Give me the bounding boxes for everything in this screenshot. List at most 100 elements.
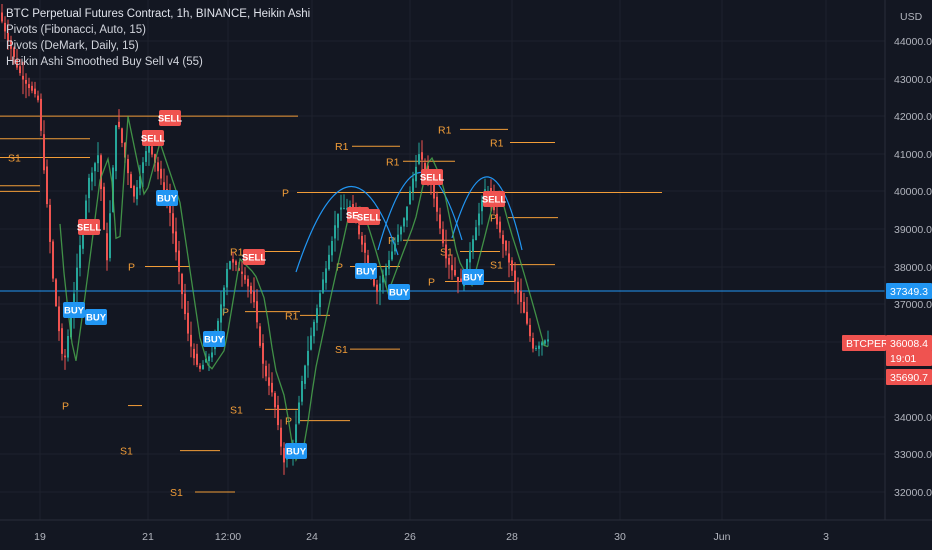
signal-label: BUY	[86, 313, 107, 324]
price-axis-bg	[885, 0, 932, 520]
price-tick: 43000.0	[894, 74, 932, 86]
candle-body	[259, 326, 261, 346]
candle-body	[538, 345, 540, 349]
buy-signal: BUY	[85, 309, 107, 325]
candle-body	[343, 208, 345, 210]
tag-box	[886, 335, 932, 351]
candle-body	[196, 353, 198, 365]
legend: BTC Perpetual Futures Contract, 1h, BINA…	[6, 6, 310, 70]
low-price-tag: 35690.7	[886, 369, 932, 385]
candle-body	[454, 269, 456, 276]
tag-box	[886, 369, 932, 385]
candle-body	[307, 350, 309, 366]
candle-body	[451, 265, 453, 271]
price-axis[interactable]: USD 44000.0 43000.0 42000.0 41000.0 40000.0 39…	[884, 0, 932, 520]
signal-box	[78, 219, 100, 235]
candle-body	[478, 213, 480, 226]
candle-body	[397, 234, 399, 242]
time-axis[interactable]: 19 21 12:00 24 26 28 30 Jun 3	[0, 519, 932, 550]
candle-body	[148, 144, 150, 153]
candle-body	[172, 213, 174, 234]
candle-body	[472, 239, 474, 252]
candle-body	[418, 154, 420, 164]
candle-body	[100, 155, 102, 190]
candle-body	[136, 187, 138, 200]
sell-signal: SELL	[158, 110, 182, 126]
pivot-label-r1: R1	[386, 156, 400, 168]
signal-label: BUY	[157, 194, 178, 205]
candle-body	[469, 250, 471, 263]
tag-box	[886, 282, 932, 299]
signal-box	[483, 191, 505, 207]
candle-body	[79, 245, 81, 268]
candle-body	[208, 356, 210, 362]
sell-signal: SELL	[420, 169, 444, 185]
candle-body	[517, 281, 519, 293]
candle-body	[61, 328, 63, 354]
candle-body	[532, 338, 534, 349]
candle-body	[58, 306, 60, 332]
buy-signal: BUY	[355, 263, 377, 279]
candle-body	[310, 335, 312, 350]
candles	[1, 4, 549, 475]
candle-body	[28, 84, 30, 89]
pivot-label-s1: S1	[490, 260, 503, 272]
candle-body	[280, 427, 282, 447]
candle-body	[271, 382, 273, 393]
candle-body	[481, 200, 483, 212]
smoothed-line	[59, 116, 549, 462]
countdown-tag: 19:01	[886, 350, 932, 366]
candle-body	[250, 285, 252, 294]
price-tick: 32000.0	[894, 487, 932, 499]
candle-body	[334, 225, 336, 239]
time-tick: 12:00	[215, 531, 241, 543]
price-axis-currency: USD	[900, 11, 923, 23]
pivot-label-r1: R1	[335, 141, 349, 153]
buy-signal: BUY	[285, 443, 307, 459]
candle-body	[298, 402, 300, 424]
arc-pattern	[451, 176, 523, 251]
candle-body	[547, 339, 549, 342]
signal-box	[156, 190, 178, 206]
time-tick: 30	[614, 531, 626, 543]
price-tick: 39000.0	[894, 224, 932, 236]
candle-body	[523, 301, 525, 313]
candle-body	[97, 155, 99, 164]
legend-symbol[interactable]: BTC Perpetual Futures Contract, 1h, BINA…	[6, 8, 311, 20]
candle-body	[301, 380, 303, 402]
legend-indicator-demark-pivots[interactable]: Pivots (DeMark, Daily, 15)	[6, 40, 139, 52]
candle-body	[187, 312, 189, 334]
candle-body	[133, 185, 135, 197]
pivot-label-p: P	[490, 213, 497, 225]
time-axis-bg	[0, 520, 932, 550]
tag-text: 35690.7	[890, 372, 928, 384]
candle-body	[325, 268, 327, 283]
tag-text: BTCPERP	[846, 338, 896, 350]
candle-body	[400, 227, 402, 235]
candle-body	[544, 340, 546, 344]
legend-indicator-ha-buy-sell[interactable]: Heikin Ashi Smoothed Buy Sell v4 (55)	[6, 56, 203, 68]
candle-body	[7, 32, 9, 42]
pattern-arcs	[295, 171, 523, 273]
legend-indicator-fib-pivots[interactable]: Pivots (Fibonacci, Auto, 15)	[6, 24, 146, 36]
candle-body	[316, 308, 318, 323]
tag-box	[842, 335, 886, 351]
time-tick: 24	[306, 531, 318, 543]
buy-signal: BUY	[388, 284, 410, 300]
candle-body	[85, 200, 87, 225]
candle-body	[448, 257, 450, 265]
candle-body	[157, 162, 159, 172]
candle-body	[376, 284, 378, 292]
candle-body	[4, 22, 6, 32]
candle-body	[511, 260, 513, 271]
candle-body	[109, 213, 111, 259]
time-tick: Jun	[714, 531, 731, 543]
time-tick: 19	[34, 531, 46, 543]
pivot-levels: S1PPS1S1R1PR1S1PPR1S1R1PPS1PR1R1PS1	[0, 115, 662, 499]
candle-body	[103, 186, 105, 230]
candle-body	[439, 214, 441, 229]
candle-body	[403, 218, 405, 227]
signal-label: SELL	[357, 213, 381, 224]
